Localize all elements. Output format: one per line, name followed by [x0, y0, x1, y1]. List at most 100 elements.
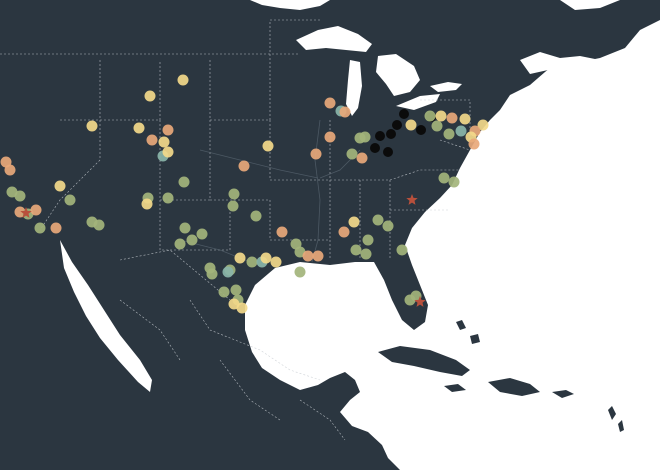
location-marker-olive[interactable] [410, 290, 422, 302]
location-marker-peach[interactable] [338, 226, 350, 238]
location-marker-peach[interactable] [162, 124, 174, 136]
location-marker-yellow[interactable] [158, 136, 170, 148]
location-marker-black[interactable] [370, 143, 380, 153]
location-marker-black[interactable] [416, 125, 426, 135]
location-marker-black[interactable] [392, 120, 402, 130]
location-marker-yellow[interactable] [260, 252, 272, 264]
star-marker-icon[interactable] [414, 296, 426, 307]
location-marker-olive[interactable] [294, 266, 306, 278]
location-marker-olive[interactable] [396, 244, 408, 256]
location-marker-olive[interactable] [448, 176, 460, 188]
lake-erie [396, 94, 440, 110]
location-marker-olive[interactable] [443, 128, 455, 140]
location-marker-olive[interactable] [424, 110, 436, 122]
location-marker-olive[interactable] [34, 222, 46, 234]
location-marker-olive[interactable] [93, 219, 105, 231]
location-marker-olive[interactable] [372, 214, 384, 226]
lesser-antilles [608, 406, 624, 432]
location-marker-olive[interactable] [228, 188, 240, 200]
location-marker-peach[interactable] [324, 131, 336, 143]
location-marker-yellow[interactable] [86, 120, 98, 132]
location-marker-yellow[interactable] [236, 302, 248, 314]
location-marker-yellow[interactable] [162, 146, 174, 158]
location-marker-black[interactable] [375, 131, 385, 141]
location-marker-peach[interactable] [276, 226, 288, 238]
location-marker-yellow[interactable] [133, 122, 145, 134]
location-marker-yellow[interactable] [477, 119, 489, 131]
location-markers [0, 74, 489, 314]
location-marker-peach[interactable] [356, 152, 368, 164]
location-marker-olive[interactable] [382, 220, 394, 232]
location-marker-yellow[interactable] [177, 74, 189, 86]
location-marker-olive[interactable] [346, 148, 358, 160]
jamaica [444, 384, 466, 392]
location-marker-peach[interactable] [50, 222, 62, 234]
caribbean-islands [378, 320, 624, 432]
location-marker-yellow[interactable] [435, 110, 447, 122]
location-marker-black[interactable] [399, 109, 409, 119]
location-marker-olive[interactable] [178, 176, 190, 188]
location-marker-yellow[interactable] [144, 90, 156, 102]
location-marker-olive[interactable] [362, 234, 374, 246]
location-marker-yellow[interactable] [54, 180, 66, 192]
political-borders [0, 19, 471, 441]
hudson-bay [250, 0, 330, 10]
location-marker-olive[interactable] [206, 268, 218, 280]
location-marker-yellow[interactable] [348, 216, 360, 228]
location-marker-peach[interactable] [4, 164, 16, 176]
location-marker-peach[interactable] [146, 134, 158, 146]
location-marker-olive[interactable] [359, 131, 371, 143]
location-marker-peach[interactable] [30, 204, 42, 216]
location-marker-yellow[interactable] [459, 113, 471, 125]
location-marker-teal[interactable] [222, 266, 234, 278]
location-marker-teal[interactable] [455, 125, 467, 137]
location-marker-olive[interactable] [174, 238, 186, 250]
location-marker-olive[interactable] [227, 200, 239, 212]
gulf-of-st-lawrence [520, 52, 600, 74]
location-marker-yellow[interactable] [234, 252, 246, 264]
lake-superior [296, 26, 372, 52]
location-marker-olive[interactable] [350, 244, 362, 256]
great-lakes [296, 26, 462, 116]
location-marker-yellow[interactable] [262, 140, 274, 152]
location-marker-peach[interactable] [324, 97, 336, 109]
location-marker-peach[interactable] [312, 250, 324, 262]
location-marker-olive[interactable] [162, 192, 174, 204]
location-marker-peach[interactable] [310, 148, 322, 160]
location-marker-black[interactable] [383, 147, 393, 157]
star-marker-icon[interactable] [406, 194, 418, 205]
lake-michigan [346, 60, 362, 116]
location-marker-peach[interactable] [238, 160, 250, 172]
location-marker-olive[interactable] [230, 284, 242, 296]
puerto-rico [552, 390, 574, 398]
location-marker-olive[interactable] [64, 194, 76, 206]
location-marker-yellow[interactable] [405, 119, 417, 131]
location-marker-yellow[interactable] [141, 198, 153, 210]
gulf-of-california [60, 240, 152, 392]
location-marker-yellow[interactable] [270, 256, 282, 268]
location-marker-olive[interactable] [250, 210, 262, 222]
location-marker-peach[interactable] [339, 106, 351, 118]
location-marker-peach[interactable] [446, 112, 458, 124]
location-marker-black[interactable] [386, 129, 396, 139]
location-marker-olive[interactable] [14, 190, 26, 202]
location-marker-olive[interactable] [438, 172, 450, 184]
star-marker-icon[interactable] [20, 207, 32, 218]
cuba [378, 346, 470, 376]
location-marker-olive[interactable] [246, 256, 258, 268]
bahamas [456, 320, 480, 344]
location-marker-olive[interactable] [179, 222, 191, 234]
lake-huron [376, 54, 420, 96]
location-marker-peach[interactable] [302, 250, 314, 262]
location-marker-olive[interactable] [218, 286, 230, 298]
lake-ontario [430, 82, 462, 92]
location-marker-olive[interactable] [360, 248, 372, 260]
location-marker-olive[interactable] [186, 234, 198, 246]
location-marker-olive[interactable] [431, 120, 443, 132]
location-marker-olive[interactable] [196, 228, 208, 240]
hispaniola [488, 378, 540, 396]
location-marker-peach[interactable] [468, 138, 480, 150]
